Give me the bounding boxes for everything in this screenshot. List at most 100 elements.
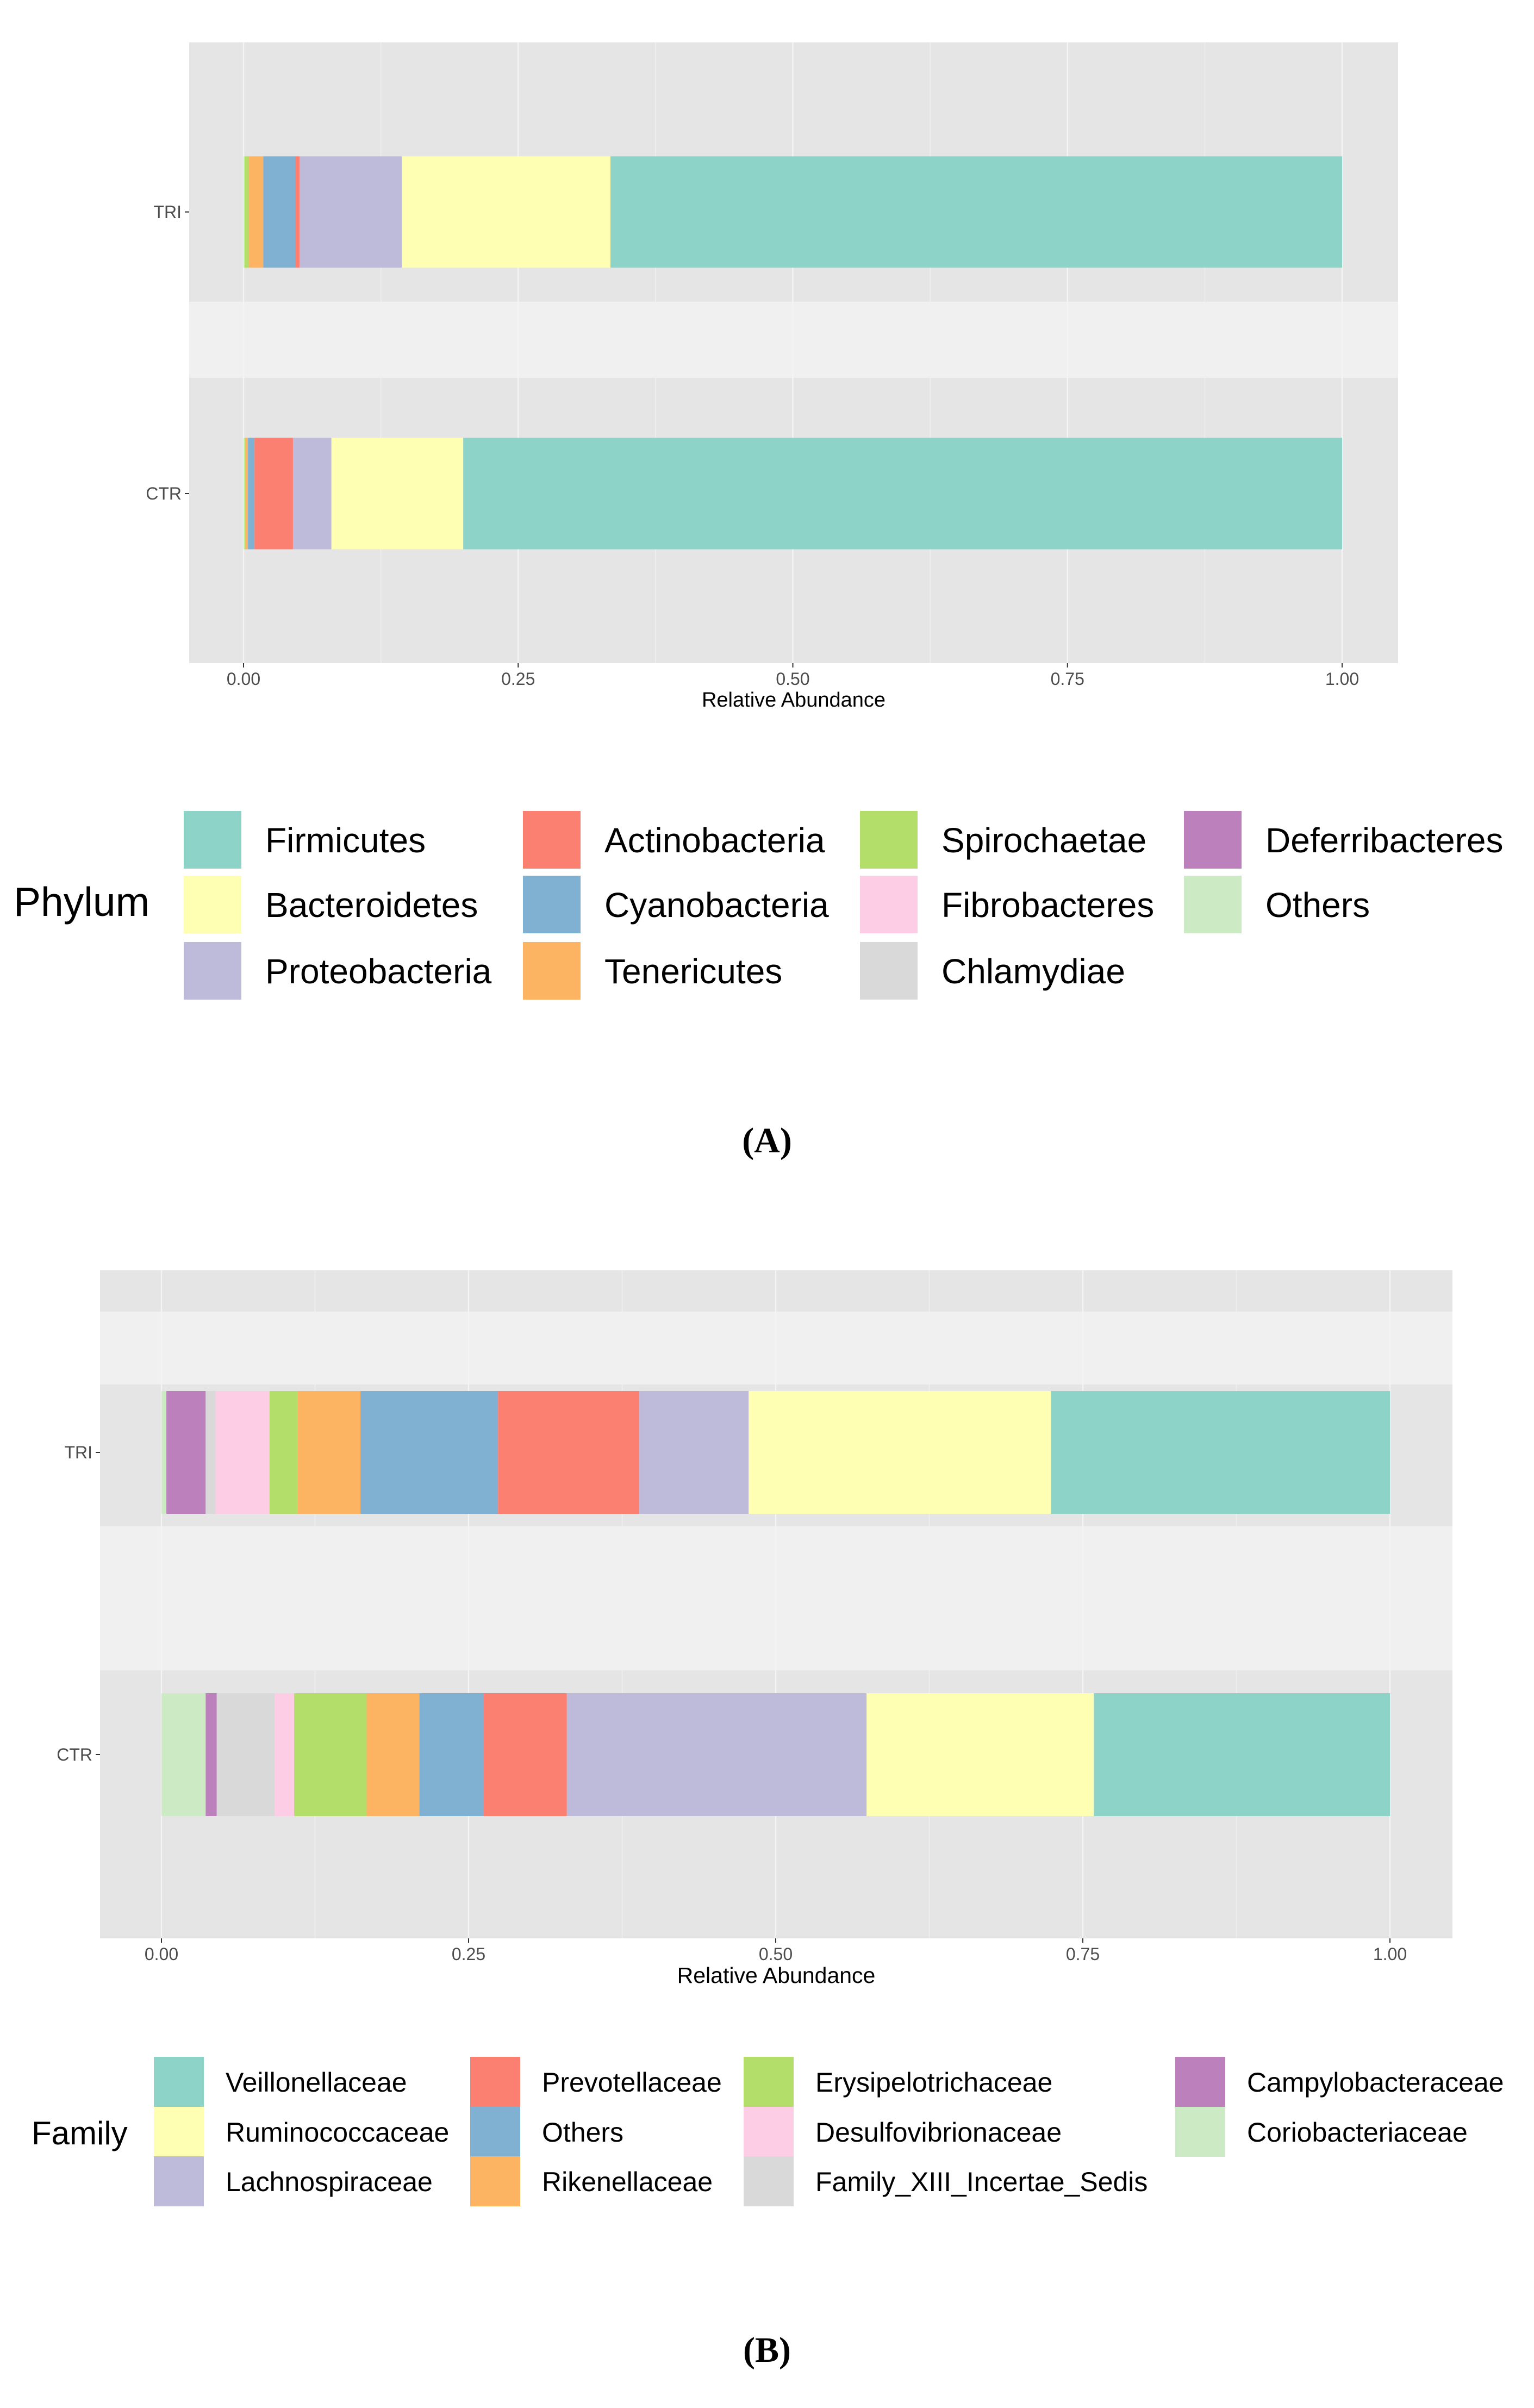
bar-segment-ctr-erysipelotrichaceae [294, 1693, 367, 1816]
legend-swatch-desulfovibrionaceae [744, 2107, 794, 2157]
legend-label-erysipelotrichaceae: Erysipelotrichaceae [815, 2067, 1052, 2098]
legend-label-desulfovibrionaceae: Desulfovibrionaceae [815, 2117, 1062, 2148]
legend-swatch-veillonellaceae [154, 2057, 204, 2107]
x-tick-label: 0.75 [1051, 669, 1084, 689]
legend-label-others: Others [542, 2117, 623, 2148]
bar-segment-ctr-others [419, 1693, 484, 1816]
legend-label-bacteroidetes: Bacteroidetes [265, 885, 478, 925]
legend-title: Phylum [14, 879, 149, 925]
bar-segment-ctr-ruminococcaceae [866, 1693, 1094, 1816]
bar-segment-tri-ruminococcaceae [749, 1391, 1051, 1514]
bar-segment-ctr-tenericutes [246, 438, 248, 550]
bar-segment-tri-tenericutes [249, 156, 264, 268]
y-tick-label: CTR [146, 484, 182, 503]
x-tick-label: 0.00 [227, 669, 260, 689]
legend-swatch-coriobacteriaceae [1175, 2107, 1225, 2157]
legend-swatch-spirochaetae [860, 811, 918, 869]
legend-label-fibrobacteres: Fibrobacteres [941, 885, 1154, 925]
legend-label-chlamydiae: Chlamydiae [941, 952, 1125, 991]
phylum-chart: CTR TRI 0.00 0.25 0.50 0.75 1.00 Relative Abund… [14, 42, 1504, 1161]
bar-segment-ctr-actinobacteria [254, 438, 293, 550]
bar-segment-ctr-cyanobacteria [248, 438, 255, 550]
bar-segment-tri-family-xiii-incertae-sedis [205, 1391, 216, 1514]
legend-label-prevotellaceae: Prevotellaceae [542, 2067, 722, 2098]
x-tick-label: 1.00 [1325, 669, 1359, 689]
legend-label-ruminococcaceae: Ruminococcaceae [226, 2117, 449, 2148]
legend-swatch-firmicutes [184, 811, 241, 869]
x-tick-label: 1.00 [1373, 1944, 1407, 1964]
legend-label-veillonellaceae: Veillonellaceae [226, 2067, 407, 2098]
bar-segment-tri-coriobacteriaceae [161, 1391, 167, 1514]
bar-segment-ctr-coriobacteriaceae [161, 1693, 206, 1816]
legend-label-actinobacteria: Actinobacteria [604, 821, 825, 860]
legend-swatch-family-xiii-incertae-sedis [744, 2156, 794, 2206]
x-tick-label: 0.50 [759, 1944, 793, 1964]
bar-segment-ctr-lachnospiraceae [566, 1693, 867, 1816]
bar-segment-ctr-family-xiii-incertae-sedis [216, 1693, 275, 1816]
bar-segment-tri-spirochaetae [245, 156, 250, 268]
x-axis-title: Relative Abundance [677, 1963, 876, 1988]
legend-label-tenericutes: Tenericutes [604, 952, 782, 991]
family-chart: CTR TRI 0.00 0.25 0.50 0.75 1.00 Relative Abund… [32, 1270, 1504, 2370]
legend-label-proteobacteria: Proteobacteria [265, 952, 492, 991]
bar-segment-ctr-campylobacteraceae [205, 1693, 217, 1816]
x-tick-label: 0.25 [501, 669, 535, 689]
bar-segment-tri-actinobacteria [295, 156, 300, 268]
legend: Phylum Firmicutes Bacteroidetes Proteobacte… [14, 811, 1504, 1000]
x-tick-label: 0.00 [145, 1944, 178, 1964]
legend-label-deferribacteres: Deferribacteres [1265, 821, 1504, 860]
y-tick-label: CTR [57, 1745, 92, 1764]
legend-label-others: Others [1265, 885, 1370, 925]
bar-segment-ctr-prevotellaceae [483, 1693, 567, 1816]
legend-swatch-lachnospiraceae [154, 2156, 204, 2206]
bar-segment-tri-bacteroidetes [402, 156, 611, 268]
bar-segment-tri-others [360, 1391, 498, 1514]
panel-label: (B) [743, 2330, 791, 2370]
bar-segment-ctr-spirochaetae [245, 438, 246, 550]
bar-segment-ctr-desulfovibrionaceae [274, 1693, 295, 1816]
bar-segment-tri-prevotellaceae [498, 1391, 640, 1514]
legend-label-family-xiii-incertae-sedis: Family_XIII_Incertae_Sedis [815, 2167, 1148, 2197]
legend-swatch-proteobacteria [184, 942, 241, 1000]
legend-swatch-rikenellaceae [470, 2156, 520, 2206]
legend-label-cyanobacteria: Cyanobacteria [604, 885, 829, 925]
legend-swatch-others [470, 2107, 520, 2157]
legend-swatch-erysipelotrichaceae [744, 2057, 794, 2107]
legend-swatch-fibrobacteres [860, 876, 918, 933]
x-tick-label: 0.25 [452, 1944, 485, 1964]
bar-segment-tri-desulfovibrionaceae [215, 1391, 270, 1514]
legend-label-campylobacteraceae: Campylobacteraceae [1247, 2067, 1504, 2098]
legend-swatch-cyanobacteria [523, 876, 581, 933]
legend-label-coriobacteriaceae: Coriobacteriaceae [1247, 2117, 1468, 2148]
bar-segment-ctr-proteobacteria [292, 438, 332, 550]
bar-segment-ctr-rikenellaceae [366, 1693, 420, 1816]
panel-label: (A) [742, 1121, 792, 1161]
bar-segment-tri-firmicutes [610, 156, 1342, 268]
bar-segment-tri-veillonellaceae [1051, 1391, 1390, 1514]
legend-swatch-others [1184, 876, 1242, 933]
legend-swatch-deferribacteres [1184, 811, 1242, 869]
y-tick-label: TRI [153, 202, 182, 222]
bar-segment-tri-rikenellaceae [297, 1391, 361, 1514]
bar-segment-tri-lachnospiraceae [639, 1391, 749, 1514]
legend-swatch-bacteroidetes [184, 876, 241, 933]
x-tick-label: 0.50 [776, 669, 809, 689]
y-tick-label: TRI [64, 1443, 92, 1462]
legend-title: Family [32, 2115, 128, 2151]
legend-swatch-ruminococcaceae [154, 2107, 204, 2157]
bar-segment-tri-others [244, 156, 245, 268]
legend-label-rikenellaceae: Rikenellaceae [542, 2167, 713, 2197]
bar-segment-ctr-others [244, 438, 245, 550]
legend-swatch-prevotellaceae [470, 2057, 520, 2107]
bar-segment-ctr-veillonellaceae [1094, 1693, 1390, 1816]
bar-segment-ctr-firmicutes [463, 438, 1343, 550]
bar-segment-tri-erysipelotrichaceae [269, 1391, 298, 1514]
bar-segment-tri-campylobacteraceae [166, 1391, 206, 1514]
legend-swatch-chlamydiae [860, 942, 918, 1000]
legend-swatch-tenericutes [523, 942, 581, 1000]
legend-swatch-actinobacteria [523, 811, 581, 869]
legend-swatch-campylobacteraceae [1175, 2057, 1225, 2107]
grid-band [189, 302, 1398, 378]
x-axis-title: Relative Abundance [702, 689, 886, 712]
